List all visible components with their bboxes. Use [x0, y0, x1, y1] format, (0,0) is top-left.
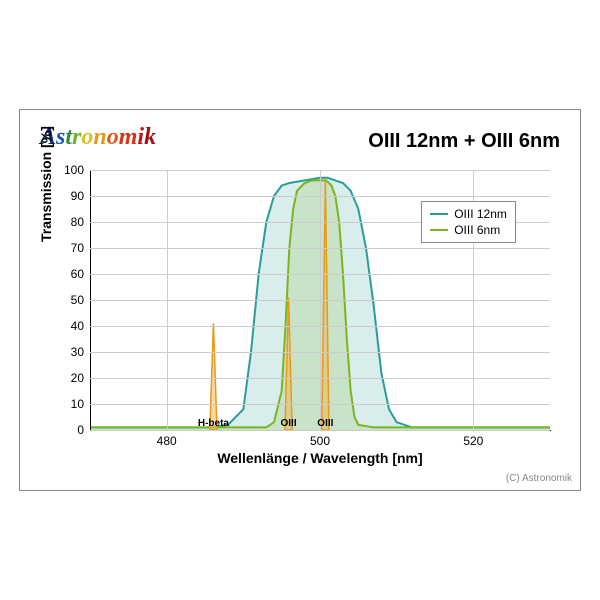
- plot-area: 0102030405060708090100480500520H-betaOII…: [90, 170, 550, 430]
- legend-label: OIII 12nm: [454, 207, 507, 221]
- brand-letter: o: [81, 124, 93, 150]
- ytick-label: 0: [77, 423, 84, 437]
- ytick-label: 20: [71, 371, 84, 385]
- xtick-label: 480: [157, 434, 177, 448]
- ytick-label: 80: [71, 215, 84, 229]
- legend: OIII 12nm OIII 6nm: [421, 201, 516, 243]
- brand-letter: k: [144, 124, 156, 150]
- emission-label: H-beta: [198, 418, 229, 429]
- gridline-h: [90, 430, 550, 431]
- chart-frame: Astronomik OIII 12nm + OIII 6nm 01020304…: [19, 109, 581, 491]
- legend-swatch: [430, 213, 448, 215]
- ytick-label: 90: [71, 189, 84, 203]
- ytick-label: 50: [71, 293, 84, 307]
- ytick-label: 60: [71, 267, 84, 281]
- legend-item: OIII 12nm: [430, 206, 507, 222]
- emission-label: OIII: [281, 418, 297, 429]
- copyright-text: (C) Astronomik: [506, 473, 572, 484]
- brand-letter: r: [72, 124, 81, 150]
- ytick-label: 100: [64, 163, 84, 177]
- emission-line: [210, 323, 217, 430]
- legend-label: OIII 6nm: [454, 223, 500, 237]
- brand-logo: Astronomik: [40, 124, 156, 151]
- ytick-label: 10: [71, 397, 84, 411]
- x-axis-label: Wellenlänge / Wavelength [nm]: [90, 450, 550, 466]
- brand-letter: n: [93, 124, 106, 150]
- xtick-label: 500: [310, 434, 330, 448]
- brand-letter: o: [107, 124, 119, 150]
- legend-item: OIII 6nm: [430, 222, 507, 238]
- chart-title: OIII 12nm + OIII 6nm: [368, 130, 560, 153]
- brand-letter: s: [56, 124, 65, 150]
- ytick-label: 70: [71, 241, 84, 255]
- gridline-v: [320, 170, 321, 430]
- y-axis-label: Transmission [%]: [38, 126, 54, 242]
- gridline-v: [167, 170, 168, 430]
- xtick-label: 520: [463, 434, 483, 448]
- brand-letter: m: [119, 124, 138, 150]
- legend-swatch: [430, 229, 448, 231]
- ytick-label: 30: [71, 345, 84, 359]
- emission-label: OIII: [317, 418, 333, 429]
- ytick-label: 40: [71, 319, 84, 333]
